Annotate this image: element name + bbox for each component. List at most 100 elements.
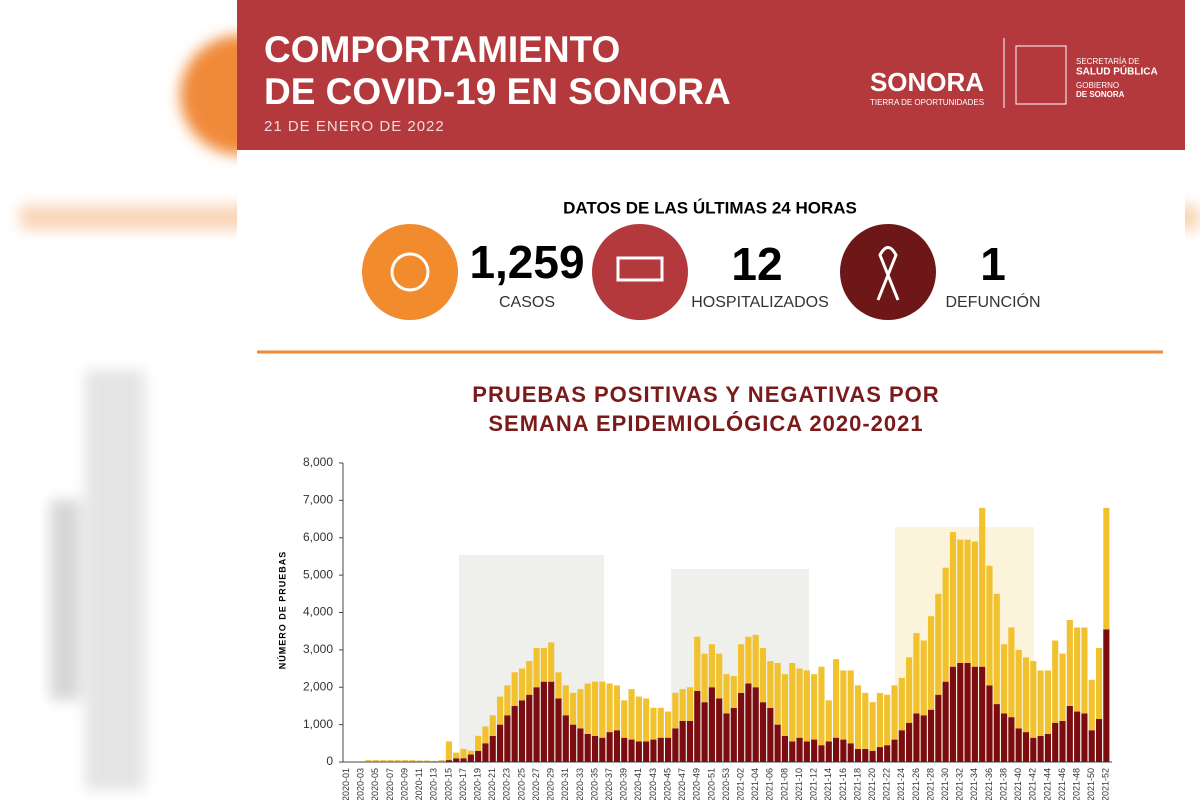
bar-segment bbox=[679, 689, 686, 721]
bar-segment bbox=[869, 702, 876, 751]
x-tick-label: 2021-42 bbox=[1028, 768, 1038, 800]
bar-segment bbox=[628, 689, 635, 740]
bar-segment bbox=[986, 565, 993, 686]
icon-hospital bbox=[592, 224, 688, 320]
bar-segment bbox=[613, 685, 620, 731]
bar-segment bbox=[394, 760, 401, 762]
bar-segment bbox=[1015, 649, 1022, 729]
x-tick-label: 2020-39 bbox=[619, 768, 629, 800]
chart-title: SEMANA EPIDEMIOLÓGICA 2020-2021 bbox=[488, 411, 923, 436]
bar-segment bbox=[445, 741, 452, 761]
bar-segment bbox=[562, 685, 569, 716]
bar-segment bbox=[971, 541, 978, 667]
bar-segment bbox=[482, 743, 489, 762]
header-title: COMPORTAMIENTO bbox=[264, 29, 620, 70]
x-tick-label: 2021-02 bbox=[735, 768, 745, 800]
bar-segment bbox=[825, 741, 832, 762]
y-tick-label: 2,000 bbox=[303, 679, 333, 693]
bar-segment bbox=[796, 668, 803, 738]
x-tick-label: 2021-46 bbox=[1057, 768, 1067, 800]
bar-segment bbox=[964, 662, 971, 762]
bar-segment bbox=[774, 662, 781, 725]
x-tick-label: 2020-23 bbox=[502, 768, 512, 800]
bar-segment bbox=[694, 636, 701, 691]
bar-segment bbox=[555, 698, 562, 762]
x-tick-label: 2021-32 bbox=[955, 768, 965, 800]
bar-segment bbox=[979, 507, 986, 667]
icon-cases bbox=[362, 224, 458, 320]
header-date: 21 DE ENERO DE 2022 bbox=[264, 118, 445, 135]
bar-segment bbox=[1037, 735, 1044, 762]
bar-segment bbox=[891, 685, 898, 740]
bar-segment bbox=[730, 676, 737, 708]
x-tick-label: 2021-50 bbox=[1086, 768, 1096, 800]
bar-segment bbox=[789, 662, 796, 742]
header-band bbox=[237, 0, 1185, 150]
bar-segment bbox=[811, 739, 818, 762]
bar-segment bbox=[701, 653, 708, 703]
bar-segment bbox=[657, 737, 664, 762]
bar-segment bbox=[833, 659, 840, 738]
bar-segment bbox=[584, 733, 591, 762]
x-tick-label: 2020-07 bbox=[385, 768, 395, 800]
secretaria: SALUD PÚBLICA bbox=[1076, 65, 1158, 78]
stat-value: 12 bbox=[731, 238, 782, 290]
bar-segment bbox=[781, 674, 789, 736]
bar-segment bbox=[482, 726, 489, 744]
bar-segment bbox=[555, 672, 562, 699]
bar-segment bbox=[453, 758, 460, 762]
bar-segment bbox=[540, 648, 547, 682]
y-tick-label: 1,000 bbox=[303, 717, 333, 731]
bar-segment bbox=[862, 748, 869, 762]
bar-segment bbox=[1015, 728, 1022, 762]
bar-segment bbox=[548, 642, 555, 682]
x-tick-label: 2020-41 bbox=[633, 768, 643, 800]
bar-segment bbox=[957, 662, 964, 762]
x-tick-label: 2020-05 bbox=[370, 768, 380, 800]
bar-segment bbox=[577, 689, 584, 729]
x-tick-label: 2021-14 bbox=[823, 768, 833, 800]
bar-segment bbox=[416, 760, 423, 762]
bar-segment bbox=[942, 567, 949, 682]
bar-segment bbox=[847, 670, 854, 744]
bar-segment bbox=[606, 683, 613, 733]
bar-segment bbox=[445, 760, 452, 762]
bar-segment bbox=[577, 728, 584, 762]
y-tick-label: 4,000 bbox=[303, 605, 333, 619]
bar-segment bbox=[993, 704, 1000, 762]
x-tick-label: 2020-11 bbox=[414, 768, 424, 800]
stat-value: 1,259 bbox=[469, 236, 584, 288]
bar-segment bbox=[840, 670, 847, 740]
bar-segment bbox=[920, 640, 927, 716]
bar-segment bbox=[467, 750, 474, 755]
bar-segment bbox=[833, 737, 840, 762]
bar-segment bbox=[862, 692, 869, 749]
bar-segment bbox=[979, 666, 986, 762]
bar-segment bbox=[475, 750, 482, 762]
y-tick-label: 5,000 bbox=[303, 567, 333, 581]
stat-label: CASOS bbox=[499, 294, 555, 311]
bar-segment bbox=[372, 760, 379, 762]
bar-segment bbox=[716, 653, 723, 699]
bar-segment bbox=[716, 698, 723, 762]
bar-segment bbox=[840, 739, 847, 762]
bar-segment bbox=[613, 730, 620, 762]
bar-segment bbox=[650, 739, 657, 762]
x-tick-label: 2021-10 bbox=[794, 768, 804, 800]
x-tick-label: 2021-52 bbox=[1101, 768, 1111, 800]
icon-glyph bbox=[390, 252, 430, 292]
bar-segment bbox=[949, 532, 957, 667]
bar-segment bbox=[898, 730, 905, 762]
x-tick-label: 2020-01 bbox=[341, 768, 351, 800]
bar-segment bbox=[475, 735, 482, 751]
bar-segment bbox=[876, 747, 883, 762]
bar-segment bbox=[1066, 705, 1073, 762]
bar-segment bbox=[657, 707, 664, 738]
bar-segment bbox=[1059, 720, 1066, 762]
bar-segment bbox=[423, 760, 431, 762]
bar-segment bbox=[884, 745, 891, 762]
bar-segment bbox=[738, 692, 745, 762]
x-tick-label: 2021-28 bbox=[925, 768, 935, 800]
x-tick-label: 2021-20 bbox=[867, 768, 877, 800]
bar-segment bbox=[489, 715, 496, 736]
